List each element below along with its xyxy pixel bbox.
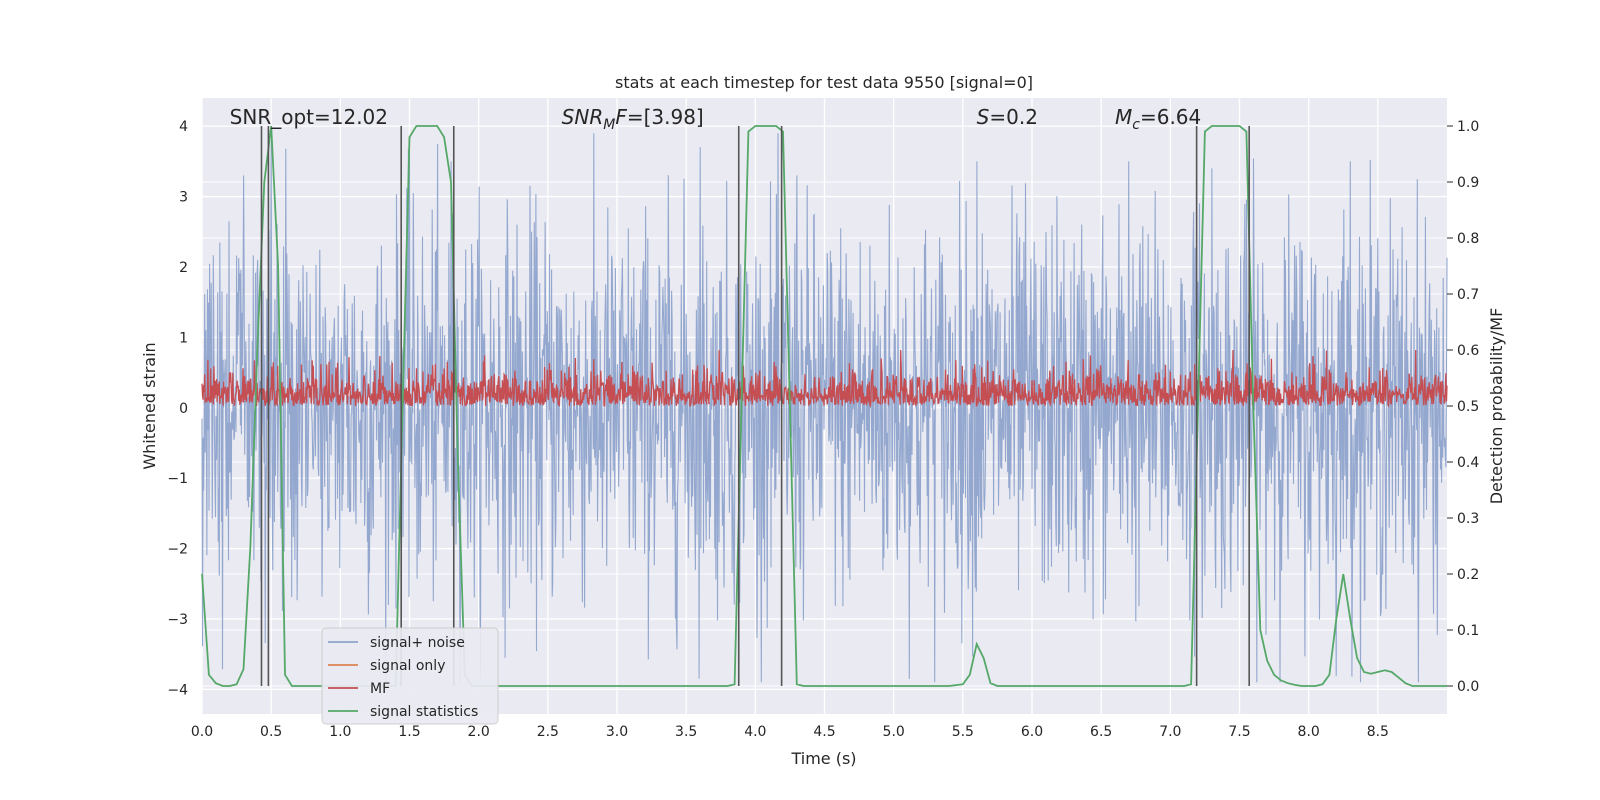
- x-tick-label: 4.0: [744, 724, 766, 740]
- x-tick-label: 2.5: [537, 724, 559, 740]
- y2-tick-label: 0.0: [1457, 679, 1479, 695]
- x-tick-label: 0.0: [191, 724, 213, 740]
- legend-label: MF: [370, 681, 390, 697]
- x-tick-label: 3.0: [606, 724, 628, 740]
- x-tick-label: 6.0: [1021, 724, 1043, 740]
- y-tick-label: 3: [179, 190, 188, 206]
- y-axis-ticks: 4 3 2 1 0 −1 −2 −3 −4: [167, 119, 188, 698]
- y-tick-label: −2: [167, 542, 188, 558]
- y2-tick-label: 0.4: [1457, 455, 1479, 471]
- annotation-value: F=[3.98]: [615, 105, 703, 129]
- legend-label: signal only: [370, 658, 445, 674]
- annotation-mc-value: Mc=6.64: [1115, 105, 1201, 133]
- y-tick-label: −4: [167, 682, 188, 698]
- legend-box: [321, 627, 499, 725]
- annotation-value-italic: F: [615, 105, 627, 129]
- y2-tick-label: 0.6: [1457, 343, 1479, 359]
- y-tick-label: 0: [179, 401, 188, 417]
- x-tick-label: 2.0: [468, 724, 490, 740]
- y2-tick-label: 0.3: [1457, 511, 1479, 527]
- x-tick-label: 7.0: [1159, 724, 1181, 740]
- x-tick-label: 5.5: [952, 724, 974, 740]
- x-axis-label: Time (s): [790, 749, 856, 768]
- vertical-markers: [260, 126, 1250, 686]
- y-tick-label: −1: [167, 471, 188, 487]
- x-axis-ticks: 0.0 0.5 1.0 1.5 2.0 2.5 3.0 3.5 4.0 4.5 5.0 5.5 6.0 6…: [191, 724, 1389, 740]
- annotation-value-plain: =[3.98]: [627, 105, 704, 129]
- annotations: SNR_opt=12.02 SNRMF=[3.98] S=0.2 Mc=6.64: [230, 105, 1202, 133]
- annotation-base: M: [1115, 105, 1132, 129]
- annotation-value: =6.64: [1140, 105, 1201, 129]
- annotation-subscript: c: [1132, 117, 1140, 133]
- annotation-snr-mf: SNRMF=[3.98]: [562, 105, 704, 133]
- annotation-s-value: S=0.2: [977, 105, 1038, 129]
- y2-tick-label: 1.0: [1457, 119, 1479, 135]
- x-tick-label: 8.5: [1367, 724, 1389, 740]
- annotation-base: S: [977, 105, 990, 129]
- chart-title: stats at each timestep for test data 955…: [615, 73, 1033, 92]
- y-tick-label: 4: [179, 119, 188, 135]
- x-tick-label: 4.5: [813, 724, 835, 740]
- x-tick-label: 6.5: [1090, 724, 1112, 740]
- x-tick-label: 3.5: [675, 724, 697, 740]
- series-mf: [201, 349, 1448, 408]
- y2-tick-label: 0.7: [1457, 287, 1479, 303]
- x-tick-label: 0.5: [260, 724, 282, 740]
- legend-label: signal statistics: [370, 704, 478, 720]
- annotation-snr-opt: SNR_opt=12.02: [230, 105, 388, 129]
- y2-axis-label: Detection probability/MF: [1487, 308, 1506, 505]
- y2-tick-label: 0.2: [1457, 567, 1479, 583]
- x-tick-label: 7.5: [1228, 724, 1250, 740]
- annotation-subscript: M: [603, 117, 615, 133]
- y2-axis-ticks: 1.0 0.9 0.8 0.7 0.6 0.5 0.4 0.3 0.2 0.1 0.0: [1447, 119, 1479, 695]
- annotation-value: =0.2: [989, 105, 1038, 129]
- y-tick-label: 2: [179, 260, 188, 276]
- x-tick-label: 1.0: [329, 724, 351, 740]
- y2-tick-label: 0.5: [1457, 399, 1479, 415]
- legend-label: signal+ noise: [370, 635, 465, 651]
- x-tick-label: 1.5: [398, 724, 420, 740]
- x-tick-label: 8.0: [1298, 724, 1320, 740]
- y2-tick-label: 0.9: [1457, 175, 1479, 191]
- x-tick-label: 5.0: [883, 724, 905, 740]
- y-tick-label: −3: [167, 612, 188, 628]
- y2-tick-label: 0.8: [1457, 231, 1479, 247]
- annotation-base: SNR: [562, 105, 604, 129]
- legend: signal+ noise signal only MF signal statist…: [321, 627, 499, 725]
- y-tick-label: 1: [179, 330, 188, 346]
- y2-tick-label: 0.1: [1457, 623, 1479, 639]
- y-axis-label: Whitened strain: [140, 342, 159, 469]
